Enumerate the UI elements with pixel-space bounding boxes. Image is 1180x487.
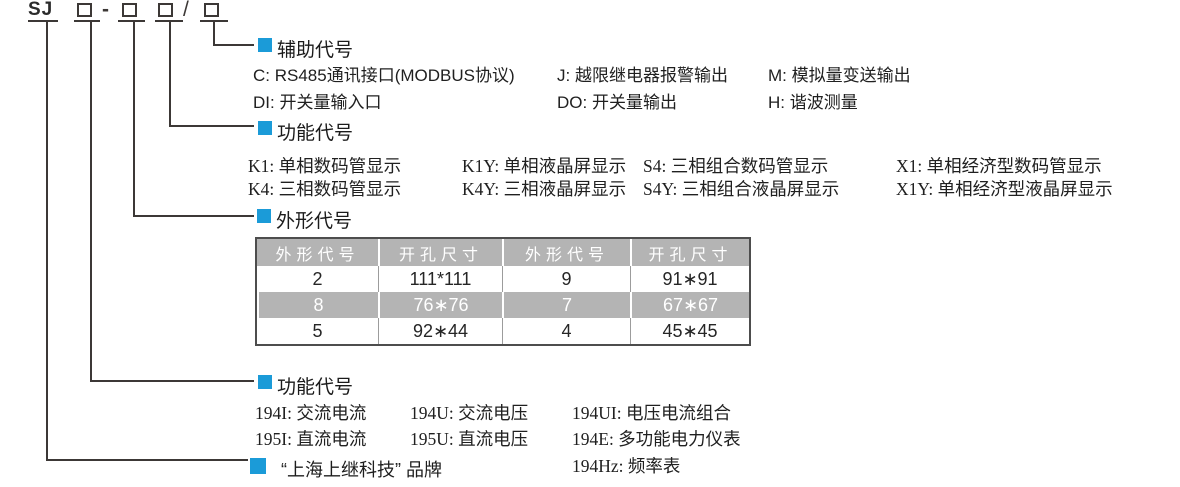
display-code-item: K1Y: 单相液晶屏显示 [462, 156, 627, 176]
function-code-item: 195U: 直流电压 [410, 429, 529, 449]
table-header-cell: 外形代号 [502, 239, 630, 266]
model-code-box-auxiliary [204, 3, 219, 17]
section-title-function-display: 功能代号 [277, 123, 354, 144]
model-code-slash: / [183, 0, 189, 21]
section-bullet-brand [250, 458, 266, 474]
table-cell: 92∗44 [378, 318, 502, 344]
connector-line-function-display [169, 22, 254, 127]
table-cell: 4 [502, 318, 630, 344]
table-header-cell: 开孔尺寸 [630, 239, 749, 266]
brand-label: “上海上继科技” 品牌 [281, 460, 442, 480]
section-bullet-auxiliary [258, 38, 272, 52]
shape-code-table: 外形代号 开孔尺寸 外形代号 开孔尺寸 2 111*111 9 91∗91 8 … [255, 237, 751, 346]
table-row: 5 92∗44 4 45∗45 [257, 318, 749, 344]
connector-line-auxiliary [213, 22, 254, 46]
aux-item: H: 谐波测量 [768, 93, 858, 112]
display-code-item: X1Y: 单相经济型液晶屏显示 [896, 179, 1113, 199]
section-bullet-function-type [258, 375, 272, 389]
table-cell: 7 [502, 292, 630, 318]
function-code-item: 195I: 直流电流 [255, 429, 367, 449]
table-header-cell: 外形代号 [257, 239, 378, 266]
function-code-item: 194UI: 电压电流组合 [572, 403, 731, 423]
aux-item: M: 模拟量变送输出 [768, 66, 911, 85]
display-code-item: K1: 单相数码管显示 [248, 156, 402, 176]
display-code-item: K4Y: 三相液晶屏显示 [462, 179, 627, 199]
section-title-auxiliary: 辅助代号 [277, 40, 354, 61]
table-header-cell: 开孔尺寸 [378, 239, 502, 266]
underline-box-3 [155, 20, 183, 22]
display-code-item: S4Y: 三相组合液晶屏显示 [643, 179, 840, 199]
table-row: 8 76∗76 7 67∗67 [257, 292, 749, 318]
underline-box-4 [200, 20, 228, 22]
model-code-box-shape [122, 3, 137, 17]
aux-item: J: 越限继电器报警输出 [557, 66, 728, 85]
section-bullet-shape [257, 209, 271, 223]
underline-prefix [28, 20, 58, 22]
underline-box-1 [74, 20, 100, 22]
function-code-item: 194E: 多功能电力仪表 [572, 429, 741, 449]
table-cell: 9 [502, 266, 630, 292]
section-bullet-function-display [258, 121, 272, 135]
connector-line-shape [133, 22, 254, 217]
model-code-box-function-type [77, 3, 92, 17]
table-cell: 67∗67 [630, 292, 749, 318]
function-code-item: 194U: 交流电压 [410, 403, 529, 423]
section-title-shape: 外形代号 [276, 211, 353, 232]
table-header-row: 外形代号 开孔尺寸 外形代号 开孔尺寸 [257, 239, 749, 266]
table-cell: 76∗76 [378, 292, 502, 318]
underline-box-2 [118, 20, 145, 22]
aux-item: C: RS485通讯接口(MODBUS协议) [253, 66, 515, 85]
aux-item: DO: 开关量输出 [557, 93, 677, 112]
table-cell: 111*111 [378, 266, 502, 292]
display-code-item: S4: 三相组合数码管显示 [643, 156, 829, 176]
model-code-dash: - [102, 0, 109, 21]
model-prefix: SJ [28, 0, 54, 20]
connector-line-function-type [90, 22, 254, 382]
table-cell: 2 [257, 266, 378, 292]
table-cell: 45∗45 [630, 318, 749, 344]
table-cell: 8 [257, 292, 378, 318]
function-code-item: 194Hz: 频率表 [572, 456, 681, 476]
table-cell: 91∗91 [630, 266, 749, 292]
connector-line-brand [46, 22, 248, 461]
table-row: 2 111*111 9 91∗91 [257, 266, 749, 292]
display-code-item: K4: 三相数码管显示 [248, 179, 402, 199]
function-code-item: 194I: 交流电流 [255, 403, 367, 423]
display-code-item: X1: 单相经济型数码管显示 [896, 156, 1102, 176]
aux-item: DI: 开关量输入口 [253, 93, 382, 112]
model-code-box-display [158, 3, 173, 17]
table-cell: 5 [257, 318, 378, 344]
section-title-function-type: 功能代号 [277, 377, 354, 398]
